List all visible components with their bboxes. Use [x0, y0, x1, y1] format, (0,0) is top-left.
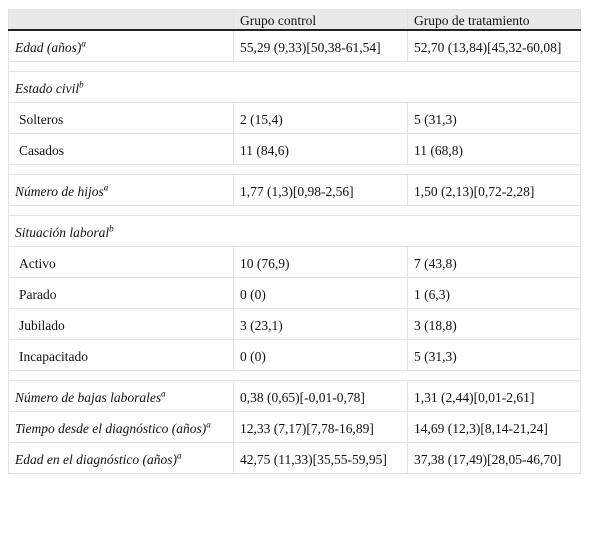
cell: 1,31 (2,44)[0,01-2,61] — [407, 380, 581, 412]
spacer — [8, 205, 581, 216]
row-label: Activo — [8, 246, 234, 278]
row-label: Edad en el diagnóstico (años)a — [8, 442, 234, 474]
row: Número de bajas laboralesa 0,38 (0,65)[-… — [8, 380, 581, 412]
row-label: Tiempo desde el diagnóstico (años)a — [8, 411, 234, 443]
cell: 11 (68,8) — [407, 133, 581, 165]
cell: 10 (76,9) — [233, 246, 408, 278]
data-table: Grupo control Grupo de tratamiento Edad … — [8, 9, 581, 474]
row-label: Parado — [8, 277, 234, 309]
cell: 42,75 (11,33)[35,55-59,95] — [233, 442, 408, 474]
header-cell — [8, 9, 234, 31]
footnote-mark: b — [109, 223, 114, 234]
row: Solteros 2 (15,4) 5 (31,3) — [8, 102, 581, 134]
row: Parado 0 (0) 1 (6,3) — [8, 277, 581, 309]
spacer — [8, 61, 581, 72]
row-label: Número de hijosa — [8, 174, 234, 206]
cell: 0 (0) — [233, 339, 408, 371]
row: Número de hijosa 1,77 (1,3)[0,98-2,56] 1… — [8, 174, 581, 206]
spacer — [8, 164, 581, 175]
cell: 52,70 (13,84)[45,32-60,08] — [407, 29, 581, 62]
row-label: Edad (años)a — [8, 29, 234, 62]
cell: 5 (31,3) — [407, 102, 581, 134]
row-label: Jubilado — [8, 308, 234, 340]
label: Edad (años) — [15, 40, 82, 55]
label: Número de bajas laborales — [15, 390, 162, 405]
row: Activo 10 (76,9) 7 (43,8) — [8, 246, 581, 278]
spacer-row — [8, 205, 581, 216]
footnote-mark: a — [176, 450, 182, 461]
cell: 11 (84,6) — [233, 133, 408, 165]
spacer-row — [8, 164, 581, 175]
row: Edad en el diagnóstico (años)a 42,75 (11… — [8, 442, 581, 474]
header-cell: Grupo control — [233, 9, 408, 31]
footnote-mark: b — [79, 79, 84, 90]
row: Tiempo desde el diagnóstico (años)a 12,3… — [8, 411, 581, 443]
cell: 0 (0) — [233, 277, 408, 309]
cell: 5 (31,3) — [407, 339, 581, 371]
spacer — [8, 370, 581, 381]
footnote-mark: a — [206, 419, 211, 430]
cell: 1,77 (1,3)[0,98-2,56] — [233, 174, 408, 206]
label: Tiempo desde el diagnóstico (años) — [15, 421, 207, 436]
section-label: Estado civilb — [8, 71, 581, 103]
row-label: Número de bajas laboralesa — [8, 380, 234, 412]
label: Estado civil — [15, 81, 80, 96]
cell: 37,38 (17,49)[28,05-46,70] — [407, 442, 581, 474]
label: Número de hijos — [15, 184, 104, 199]
row: Incapacitado 0 (0) 5 (31,3) — [8, 339, 581, 371]
spacer-row — [8, 61, 581, 72]
cell: 2 (15,4) — [233, 102, 408, 134]
header-row: Grupo control Grupo de tratamiento — [8, 9, 581, 31]
row: Jubilado 3 (23,1) 3 (18,8) — [8, 308, 581, 340]
cell: 12,33 (7,17)[7,78-16,89] — [233, 411, 408, 443]
cell: 3 (23,1) — [233, 308, 408, 340]
row: Casados 11 (84,6) 11 (68,8) — [8, 133, 581, 165]
row: Edad (años)a 55,29 (9,33)[50,38-61,54] 5… — [8, 29, 581, 62]
table-body: Edad (años)a 55,29 (9,33)[50,38-61,54] 5… — [8, 29, 581, 474]
footnote-mark: a — [103, 182, 109, 193]
section-row: Situación laboralb — [8, 215, 581, 247]
cell: 0,38 (0,65)[-0,01-0,78] — [233, 380, 408, 412]
table-header: Grupo control Grupo de tratamiento — [8, 9, 581, 31]
section-row: Estado civilb — [8, 71, 581, 103]
row-label: Casados — [8, 133, 234, 165]
cell: 55,29 (9,33)[50,38-61,54] — [233, 29, 408, 62]
footnote-mark: a — [161, 388, 166, 399]
cell: 1,50 (2,13)[0,72-2,28] — [407, 174, 581, 206]
label: Edad en el diagnóstico (años) — [15, 452, 177, 467]
row-label: Solteros — [8, 102, 234, 134]
cell: 7 (43,8) — [407, 246, 581, 278]
row-label: Incapacitado — [8, 339, 234, 371]
spacer-row — [8, 370, 581, 381]
section-label: Situación laboralb — [8, 215, 581, 247]
cell: 1 (6,3) — [407, 277, 581, 309]
footnote-mark: a — [81, 38, 86, 49]
label: Situación laboral — [15, 225, 110, 240]
cell: 3 (18,8) — [407, 308, 581, 340]
header-cell: Grupo de tratamiento — [407, 9, 581, 31]
cell: 14,69 (12,3)[8,14-21,24] — [407, 411, 581, 443]
